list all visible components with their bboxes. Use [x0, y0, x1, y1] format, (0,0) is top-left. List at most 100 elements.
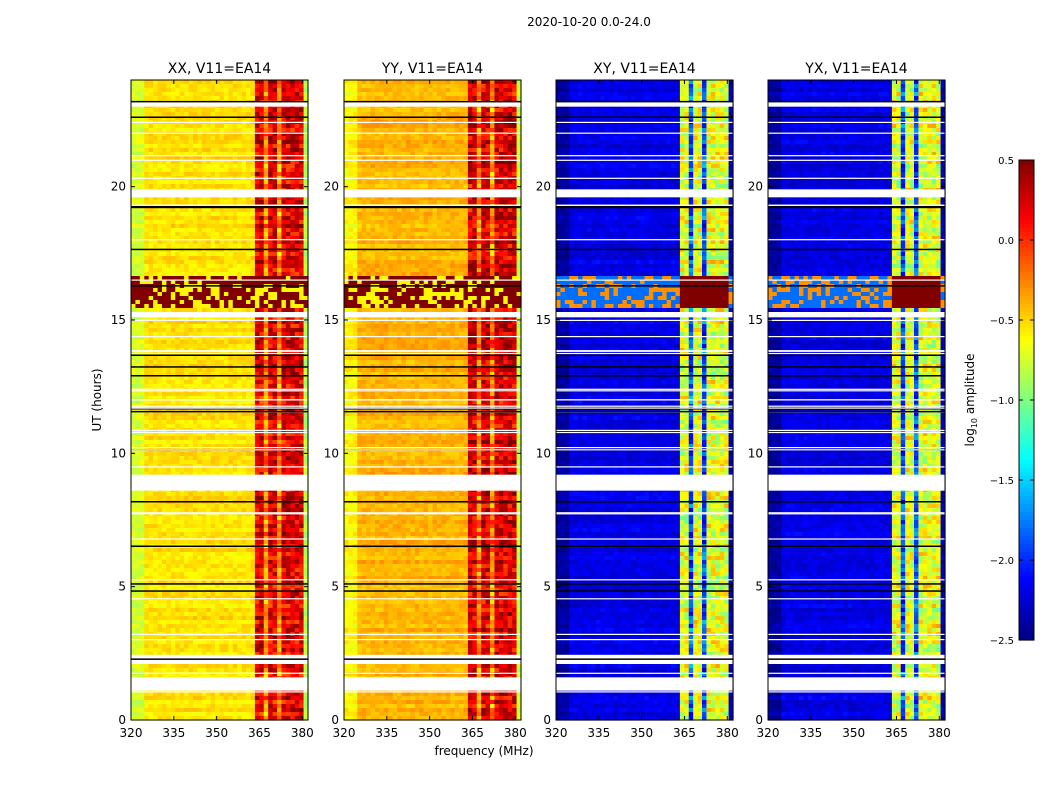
heatmap-cell [139, 304, 145, 309]
heatmap-cell [192, 300, 198, 305]
heatmap-cell [259, 168, 265, 173]
heatmap-cell [157, 460, 163, 465]
heatmap-cell [179, 360, 185, 365]
heatmap-cell [215, 196, 221, 201]
heatmap-cell [272, 492, 278, 497]
heatmap-cell [157, 244, 163, 249]
heatmap-cell [277, 316, 283, 321]
heatmap-cell [148, 136, 154, 141]
heatmap-cell [139, 392, 145, 397]
heatmap-cell [241, 156, 247, 161]
heatmap-cell [219, 360, 225, 365]
heatmap-cell [294, 288, 300, 293]
heatmap-cell [250, 224, 256, 229]
heatmap-cell [223, 396, 229, 401]
heatmap-cell [139, 524, 145, 529]
heatmap-cell [237, 212, 243, 217]
heatmap-cell [299, 80, 305, 85]
heatmap-cell [188, 416, 194, 421]
heatmap-cell [285, 332, 291, 337]
heatmap-cell [254, 344, 260, 349]
heatmap-cell [277, 220, 283, 225]
heatmap-cell [161, 132, 167, 137]
heatmap-cell [303, 280, 309, 285]
heatmap-cell [131, 324, 137, 329]
heatmap-cell [281, 332, 287, 337]
heatmap-cell [201, 572, 207, 577]
heatmap-cell [206, 356, 212, 361]
heatmap-cell [290, 224, 296, 229]
heatmap-cell [179, 304, 185, 309]
heatmap-cell [246, 124, 252, 129]
heatmap-cell [299, 336, 305, 341]
heatmap-cell [299, 564, 305, 569]
heatmap-cell [228, 236, 234, 241]
heatmap-cell [161, 276, 167, 281]
heatmap-cell [157, 232, 163, 237]
heatmap-cell [241, 508, 247, 513]
heatmap-cell [201, 460, 207, 465]
heatmap-cell [197, 272, 203, 277]
heatmap-cell [223, 212, 229, 217]
heatmap-cell [219, 392, 225, 397]
heatmap-cell [241, 384, 247, 389]
heatmap-cell [157, 396, 163, 401]
heatmap-cell [294, 172, 300, 177]
heatmap-cell [197, 556, 203, 561]
heatmap-cell [228, 576, 234, 581]
heatmap-cell [148, 280, 154, 285]
heatmap-cell [272, 216, 278, 221]
heatmap-cell [175, 440, 181, 445]
heatmap-cell [237, 180, 243, 185]
heatmap-cell [148, 372, 154, 377]
heatmap-cell [303, 372, 309, 377]
heatmap-cell [153, 212, 159, 217]
heatmap-cell [241, 164, 247, 169]
heatmap-cell [219, 572, 225, 577]
heatmap-cell [166, 200, 172, 205]
heatmap-cell [201, 108, 207, 113]
heatmap-cell [215, 336, 221, 341]
heatmap-cell [148, 352, 154, 357]
heatmap-cell [263, 200, 269, 205]
heatmap-cell [188, 408, 194, 413]
heatmap-cell [139, 252, 145, 257]
heatmap-cell [246, 360, 252, 365]
heatmap-cell [263, 276, 269, 281]
heatmap-cell [197, 436, 203, 441]
heatmap-cell [232, 372, 238, 377]
heatmap-cell [188, 308, 194, 313]
heatmap-cell [303, 432, 309, 437]
heatmap-cell [215, 516, 221, 521]
heatmap-cell [303, 300, 309, 305]
heatmap-cell [148, 140, 154, 145]
heatmap-cell [250, 292, 256, 297]
heatmap-cell [228, 332, 234, 337]
heatmap-cell [157, 432, 163, 437]
heatmap-cell [223, 272, 229, 277]
heatmap-cell [148, 244, 154, 249]
heatmap-cell [241, 368, 247, 373]
heatmap-cell [139, 528, 145, 533]
heatmap-cell [232, 576, 238, 581]
heatmap-cell [215, 560, 221, 565]
heatmap-cell [246, 536, 252, 541]
heatmap-cell [215, 180, 221, 185]
heatmap-cell [250, 116, 256, 121]
heatmap-cell [215, 376, 221, 381]
heatmap-cell [228, 444, 234, 449]
heatmap-cell [166, 392, 172, 397]
heatmap-cell [184, 88, 190, 93]
heatmap-cell [215, 252, 221, 257]
heatmap-cell [197, 208, 203, 213]
heatmap-cell [299, 248, 305, 253]
heatmap-cell [285, 212, 291, 217]
heatmap-cell [277, 232, 283, 237]
heatmap-cell [131, 468, 137, 473]
heatmap-cell [299, 272, 305, 277]
heatmap-cell [254, 276, 260, 281]
heatmap-cell [153, 568, 159, 573]
heatmap-cell [192, 196, 198, 201]
heatmap-cell [241, 444, 247, 449]
heatmap-cell [157, 440, 163, 445]
